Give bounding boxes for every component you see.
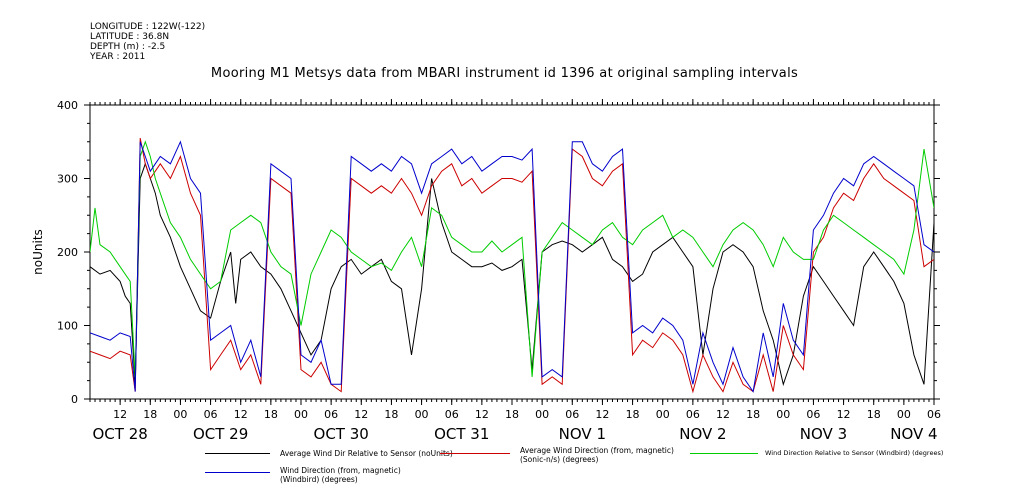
metadata-longitude: LONGITUDE : 122W(-122)	[90, 22, 206, 32]
x-tick-label: 00	[897, 408, 911, 421]
legend-label-avg-wind-direction: Average Wind Direction (from, magnetic) …	[520, 446, 674, 464]
x-tick-label: 18	[867, 408, 881, 421]
legend-swatch-wind-direction-windbird	[205, 472, 270, 473]
x-tick-label: 18	[384, 408, 398, 421]
y-axis-label: noUnits	[31, 229, 45, 275]
x-tick-label: 06	[204, 408, 218, 421]
x-tick-label: 18	[626, 408, 640, 421]
x-tick-label: 18	[746, 408, 760, 421]
x-tick-label: 00	[656, 408, 670, 421]
x-tick-label: 18	[264, 408, 278, 421]
y-tick-label: 400	[57, 99, 78, 112]
x-tick-label: 12	[113, 408, 127, 421]
x-tick-label: 06	[686, 408, 700, 421]
x-tick-label: 00	[415, 408, 429, 421]
legend-swatch-avg-wind-direction	[440, 453, 510, 454]
x-date-label: NOV 2	[679, 425, 726, 443]
y-tick-label: 100	[57, 320, 78, 333]
x-tick-label: 12	[354, 408, 368, 421]
x-tick-label: 12	[475, 408, 489, 421]
x-date-label: NOV 3	[800, 425, 847, 443]
x-tick-label: 00	[173, 408, 187, 421]
x-tick-label: 12	[234, 408, 248, 421]
legend-label-wind-direction-windbird: Wind Direction (from, magnetic) (Windbir…	[280, 466, 401, 484]
metadata-depth: DEPTH (m) : -2.5	[90, 42, 166, 52]
x-date-label: OCT 28	[92, 425, 147, 443]
y-tick-label: 200	[57, 246, 78, 259]
x-tick-label: 06	[445, 408, 459, 421]
x-date-label: NOV 1	[559, 425, 606, 443]
x-tick-label: 06	[565, 408, 579, 421]
x-tick-label: 06	[324, 408, 338, 421]
series-line-2	[90, 140, 934, 377]
plot-frame	[89, 104, 935, 400]
x-tick-label: 00	[776, 408, 790, 421]
x-tick-label: 00	[535, 408, 549, 421]
x-tick-label: 12	[716, 408, 730, 421]
x-tick-label: 06	[806, 408, 820, 421]
legend-swatch-avg-wind-dir-relative	[205, 453, 270, 454]
legend-swatch-wind-dir-relative-windbird	[690, 453, 758, 454]
series-line-0	[90, 162, 934, 387]
y-tick-label: 0	[71, 393, 78, 406]
series-line-3	[90, 140, 934, 393]
y-tick-label: 300	[57, 173, 78, 186]
legend-label-avg-wind-dir-relative: Average Wind Dir Relative to Sensor (noU…	[280, 449, 453, 458]
x-date-label: OCT 29	[193, 425, 248, 443]
x-date-label: OCT 30	[314, 425, 369, 443]
x-tick-label: 18	[143, 408, 157, 421]
x-tick-label: 00	[294, 408, 308, 421]
legend-label-wind-dir-relative-windbird: Wind Direction Relative to Sensor (Windb…	[765, 449, 944, 457]
x-tick-label: 18	[505, 408, 519, 421]
x-tick-label: 12	[595, 408, 609, 421]
x-date-label: OCT 31	[434, 425, 489, 443]
chart-title: Mooring M1 Metsys data from MBARI instru…	[210, 66, 799, 81]
metadata-latitude: LATITUDE : 36.8N	[90, 32, 170, 42]
series-line-1	[90, 138, 934, 394]
x-date-label: NOV 4	[890, 425, 937, 443]
x-tick-label: 06	[927, 408, 941, 421]
x-tick-label: 12	[837, 408, 851, 421]
metadata-year: YEAR : 2011	[90, 52, 146, 62]
